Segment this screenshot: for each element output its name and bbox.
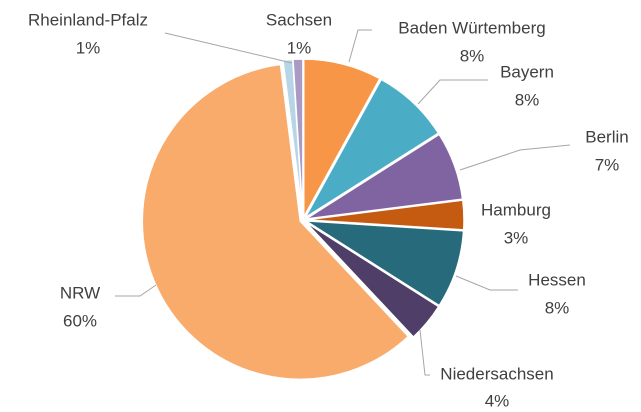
leader-line xyxy=(455,275,518,291)
leader-line xyxy=(348,29,372,63)
slice-label: Sachsen xyxy=(266,10,332,29)
slice-label: Niedersachsen xyxy=(440,364,553,383)
pie-slice xyxy=(305,220,465,307)
slice-value-label: 8% xyxy=(545,298,570,317)
pie-slice xyxy=(305,199,465,231)
leader-line xyxy=(419,329,430,376)
slice-label: Baden Würtemberg xyxy=(398,18,545,37)
leader-line xyxy=(459,144,571,171)
pie-slice xyxy=(304,221,440,339)
slice-value-label: 3% xyxy=(504,228,529,247)
slice-label: Bayern xyxy=(500,62,554,81)
slice-value-label: 4% xyxy=(485,391,510,410)
slice-value-label: 8% xyxy=(460,46,485,65)
slice-label: Rheinland-Pfalz xyxy=(28,10,148,29)
slice-value-label: 1% xyxy=(287,38,312,57)
slice-value-label: 8% xyxy=(515,90,540,109)
leader-line xyxy=(417,79,488,105)
slice-value-label: 60% xyxy=(63,311,97,330)
slice-label: Hamburg xyxy=(481,200,551,219)
slice-label: Berlin xyxy=(585,127,628,146)
pie-slice xyxy=(141,63,410,380)
pie-slice xyxy=(304,78,440,219)
slice-label: NRW xyxy=(60,283,100,302)
pie-slice xyxy=(292,58,304,218)
leader-line xyxy=(115,284,157,297)
leader-line xyxy=(164,32,293,64)
pie-slice xyxy=(305,133,464,220)
slice-label: Hessen xyxy=(528,270,586,289)
pie-slice xyxy=(302,58,381,218)
slice-value-label: 7% xyxy=(595,155,620,174)
slice-value-label: 1% xyxy=(76,38,101,57)
